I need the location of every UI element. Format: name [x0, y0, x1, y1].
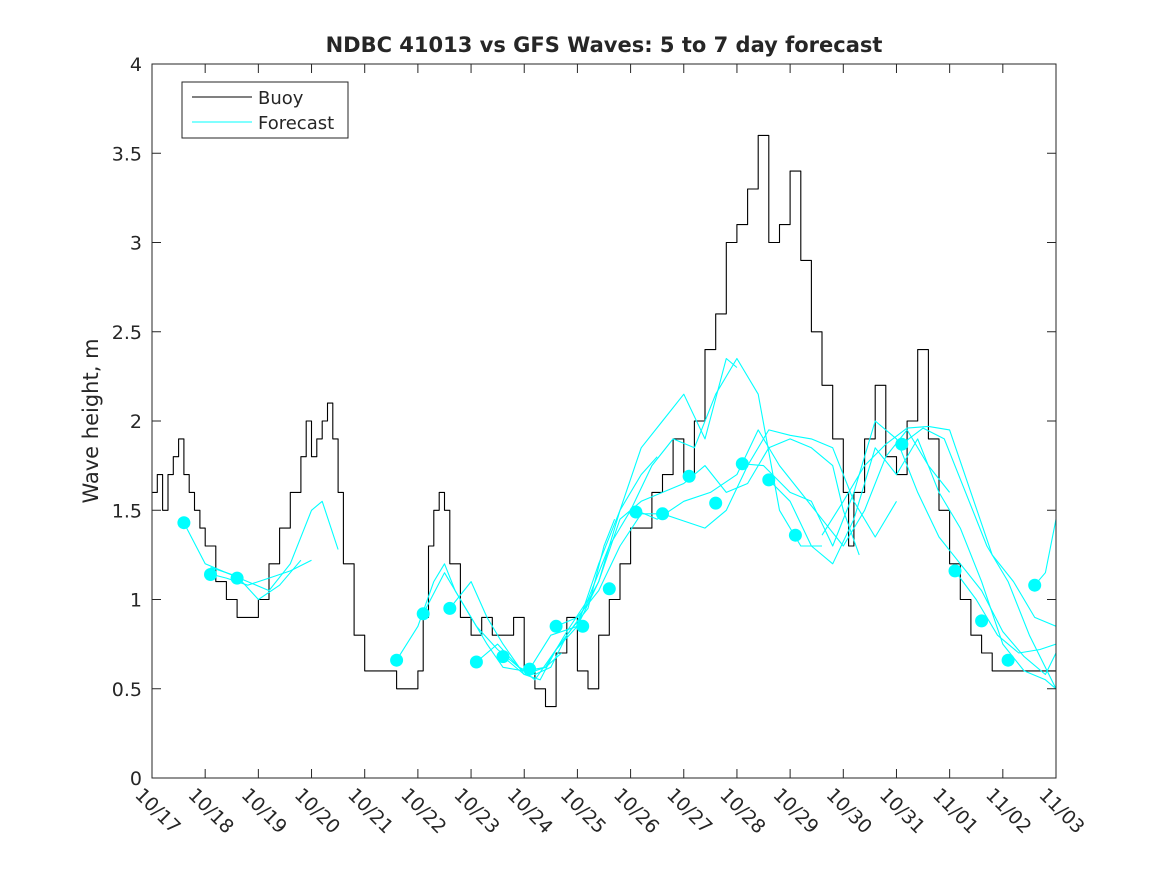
- y-tick-label: 2: [130, 411, 142, 433]
- forecast-point: [204, 568, 217, 581]
- chart-title: NDBC 41013 vs GFS Waves: 5 to 7 day fore…: [326, 33, 883, 57]
- forecast-point: [1028, 578, 1042, 592]
- forecast-point: [895, 437, 909, 451]
- forecast-series-line-10: [555, 429, 897, 627]
- forecast-point: [788, 528, 802, 542]
- forecast-point: [762, 473, 776, 487]
- forecast-point: [523, 662, 537, 676]
- forecast-series-line-16: [954, 570, 1057, 654]
- y-tick-label: 1.5: [112, 500, 142, 522]
- forecast-point: [629, 505, 643, 519]
- series-layer: [152, 134, 1057, 708]
- y-tick-label: 1: [130, 590, 142, 612]
- forecast-series-line-9: [529, 438, 860, 670]
- y-tick-label: 3: [130, 233, 142, 255]
- forecast-series-line-13: [768, 438, 1057, 690]
- forecast-point: [469, 655, 483, 669]
- y-tick-label: 4: [130, 54, 142, 76]
- forecast-point: [948, 564, 962, 578]
- forecast-point: [177, 516, 191, 530]
- forecast-series-line-8: [502, 357, 822, 676]
- y-tick-label: 0: [130, 768, 142, 790]
- forecast-point: [656, 507, 669, 521]
- forecast-point: [416, 607, 430, 621]
- forecast-point: [230, 571, 244, 585]
- forecast-point: [549, 619, 563, 633]
- forecast-point: [443, 601, 457, 615]
- forecast-point: [496, 650, 510, 664]
- forecast-series-line-14: [821, 425, 1057, 627]
- forecast-point: [602, 582, 616, 596]
- legend-box: [181, 81, 349, 139]
- forecast-point: [682, 469, 696, 483]
- y-tick-label: 3.5: [112, 143, 142, 165]
- forecast-series-line-15: [901, 427, 1057, 690]
- forecast-point: [709, 496, 723, 510]
- legend-label-buoy: Buoy: [258, 88, 304, 109]
- y-axis-label: Wave height, m: [79, 338, 103, 503]
- forecast-point: [735, 457, 749, 471]
- forecast-series-line-12: [742, 420, 1057, 676]
- legend: Buoy Forecast: [181, 81, 349, 139]
- forecast-series-line-1: [183, 500, 339, 592]
- forecast-series-line-3: [210, 559, 302, 601]
- forecast-series-line-6: [449, 456, 658, 681]
- forecast-point: [390, 653, 404, 667]
- forecast-point: [576, 619, 590, 633]
- y-tick-label: 0.5: [112, 679, 142, 701]
- legend-label-forecast: Forecast: [258, 113, 334, 134]
- forecast-point: [975, 614, 989, 628]
- forecast-point: [1001, 653, 1015, 667]
- y-tick-label: 2.5: [112, 322, 142, 344]
